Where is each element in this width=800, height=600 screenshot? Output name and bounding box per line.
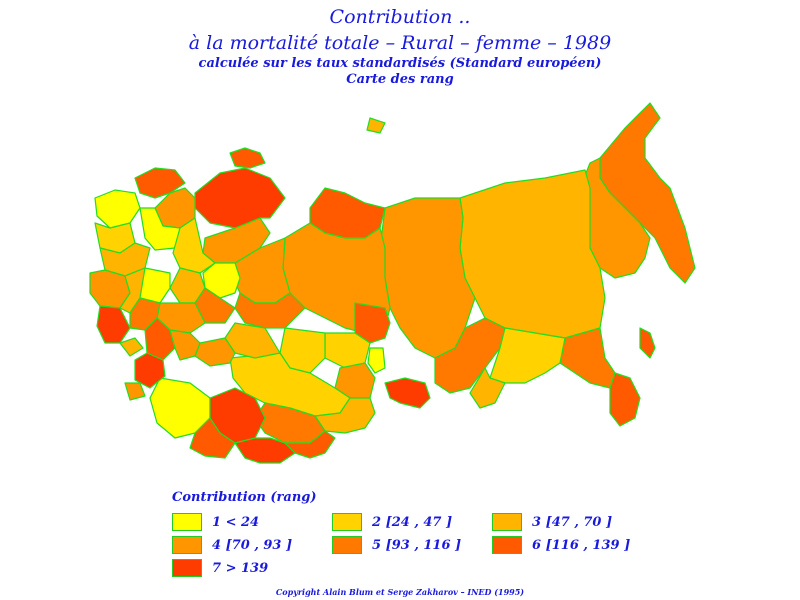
region-primorye — [609, 372, 641, 427]
legend-label-4: 4 [70 , 93 ] — [212, 537, 293, 553]
legend-item-6: 6 [116 , 139 ] — [492, 536, 630, 554]
legend-item-5: 5 [93 , 116 ] — [332, 536, 461, 554]
subtitle-line-4: Carte des rang — [346, 72, 454, 87]
legend-swatch-5 — [332, 536, 362, 554]
legend-label-5: 5 [93 , 116 ] — [372, 537, 462, 553]
legend-swatch-1 — [172, 513, 202, 531]
region-island-north — [366, 117, 386, 134]
title-line-1: Contribution .. — [329, 6, 471, 28]
region-georgia — [124, 382, 146, 401]
region-central-3 — [202, 262, 241, 299]
legend-item-4: 4 [70 , 93 ] — [172, 536, 292, 554]
subtitle-line-3: calculée sur les taux standardisés (Stan… — [198, 56, 602, 71]
title-block: Contribution .. à la mortalité totale – … — [0, 4, 800, 88]
region-crimea — [119, 337, 144, 357]
title-line-2: à la mortalité totale – Rural – femme – … — [188, 32, 612, 54]
legend-label-1: 1 < 24 — [212, 514, 260, 530]
legend-swatch-7 — [172, 559, 202, 577]
legend-label-6: 6 [116 , 139 ] — [532, 537, 631, 553]
legend-item-3: 3 [47 , 70 ] — [492, 513, 612, 531]
legend-label-7: 7 > 139 — [212, 560, 269, 576]
copyright-text: Copyright Alain Blum et Serge Zakharov –… — [275, 587, 525, 597]
legend-swatch-4 — [172, 536, 202, 554]
region-small-yellow-east — [367, 347, 386, 374]
region-nenets — [229, 147, 266, 169]
region-amur — [559, 327, 616, 389]
legend-title: Contribution (rang) — [172, 490, 317, 505]
legend-label-3: 3 [47 , 70 ] — [532, 514, 613, 530]
legend-item-2: 2 [24 , 47 ] — [332, 513, 452, 531]
legend-swatch-6 — [492, 536, 522, 554]
region-baltic — [94, 189, 141, 229]
region-murmansk — [134, 167, 186, 199]
region-sakhalin — [639, 327, 656, 359]
region-urals-mid — [234, 292, 306, 329]
legend-swatch-3 — [492, 513, 522, 531]
choropleth-map — [89, 102, 696, 464]
legend-item-7: 7 > 139 — [172, 559, 268, 577]
region-tajik — [284, 430, 336, 459]
legend-item-1: 1 < 24 — [172, 513, 259, 531]
legend-label-2: 2 [24 , 47 ] — [372, 514, 453, 530]
region-arkhangelsk — [194, 167, 286, 229]
region-central-2 — [172, 217, 216, 274]
region-buryatia — [469, 367, 506, 409]
region-kazakhstan-east — [314, 397, 376, 434]
region-tuva — [384, 377, 431, 409]
legend-swatch-2 — [332, 513, 362, 531]
region-caucasus — [134, 352, 166, 389]
region-saratov — [169, 329, 201, 361]
region-yakutia — [459, 169, 606, 339]
region-uzbek-south — [189, 417, 236, 459]
region-moldova — [96, 305, 131, 344]
region-krasnoyarsk — [379, 197, 476, 359]
